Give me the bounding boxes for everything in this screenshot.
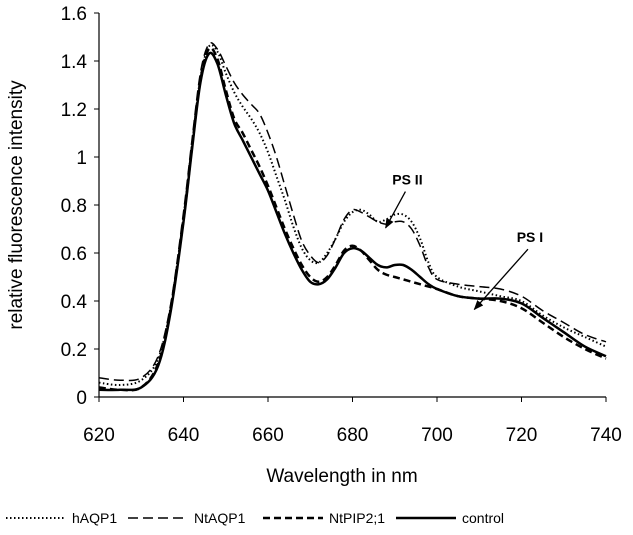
legend: hAQP1 NtAQP1 NtPIP2;1 control — [6, 510, 504, 526]
y-tick-label: 1.2 — [61, 100, 87, 121]
y-tick-label: 0.2 — [61, 340, 87, 361]
legend-label: NtAQP1 — [194, 510, 246, 526]
ticks: 0 0.2 0.4 0.6 0.8 1 1.2 1.4 1.6 620 640 660 680 700 72… — [61, 4, 622, 446]
y-tick-label: 0.4 — [61, 292, 88, 313]
y-axis-title: relative fluorescence intensity — [6, 80, 27, 330]
annotation-label: PS I — [517, 229, 543, 245]
y-tick-label: 1 — [76, 148, 87, 169]
axes — [98, 13, 606, 398]
x-tick-label: 660 — [252, 425, 284, 446]
annotations: PS II PS I — [385, 172, 543, 311]
annotation-arrow — [385, 191, 406, 229]
x-tick-label: 680 — [337, 425, 369, 446]
legend-label: NtPIP2;1 — [329, 510, 385, 526]
series-lines — [98, 42, 607, 392]
series-line-ntaqp1 — [98, 42, 607, 382]
legend-label: control — [462, 510, 504, 526]
annotation-arrow — [473, 248, 529, 311]
annotation-label: PS II — [392, 172, 422, 188]
y-tick-label: 0 — [76, 388, 87, 409]
y-tick-label: 0.8 — [61, 196, 87, 217]
x-tick-label: 620 — [83, 425, 115, 446]
x-tick-label: 700 — [421, 425, 453, 446]
y-tick-label: 0.6 — [61, 244, 87, 265]
y-tick-label: 1.4 — [61, 52, 88, 73]
series-line-ntpip2-1 — [98, 46, 607, 392]
series-line-haqp1 — [98, 43, 607, 387]
series-line-control — [98, 51, 607, 392]
x-tick-label: 720 — [506, 425, 538, 446]
legend-label: hAQP1 — [72, 510, 117, 526]
x-tick-label: 640 — [168, 425, 200, 446]
x-tick-label: 740 — [590, 425, 622, 446]
x-axis-title: Wavelength in nm — [266, 466, 417, 487]
y-tick-label: 1.6 — [61, 4, 87, 25]
